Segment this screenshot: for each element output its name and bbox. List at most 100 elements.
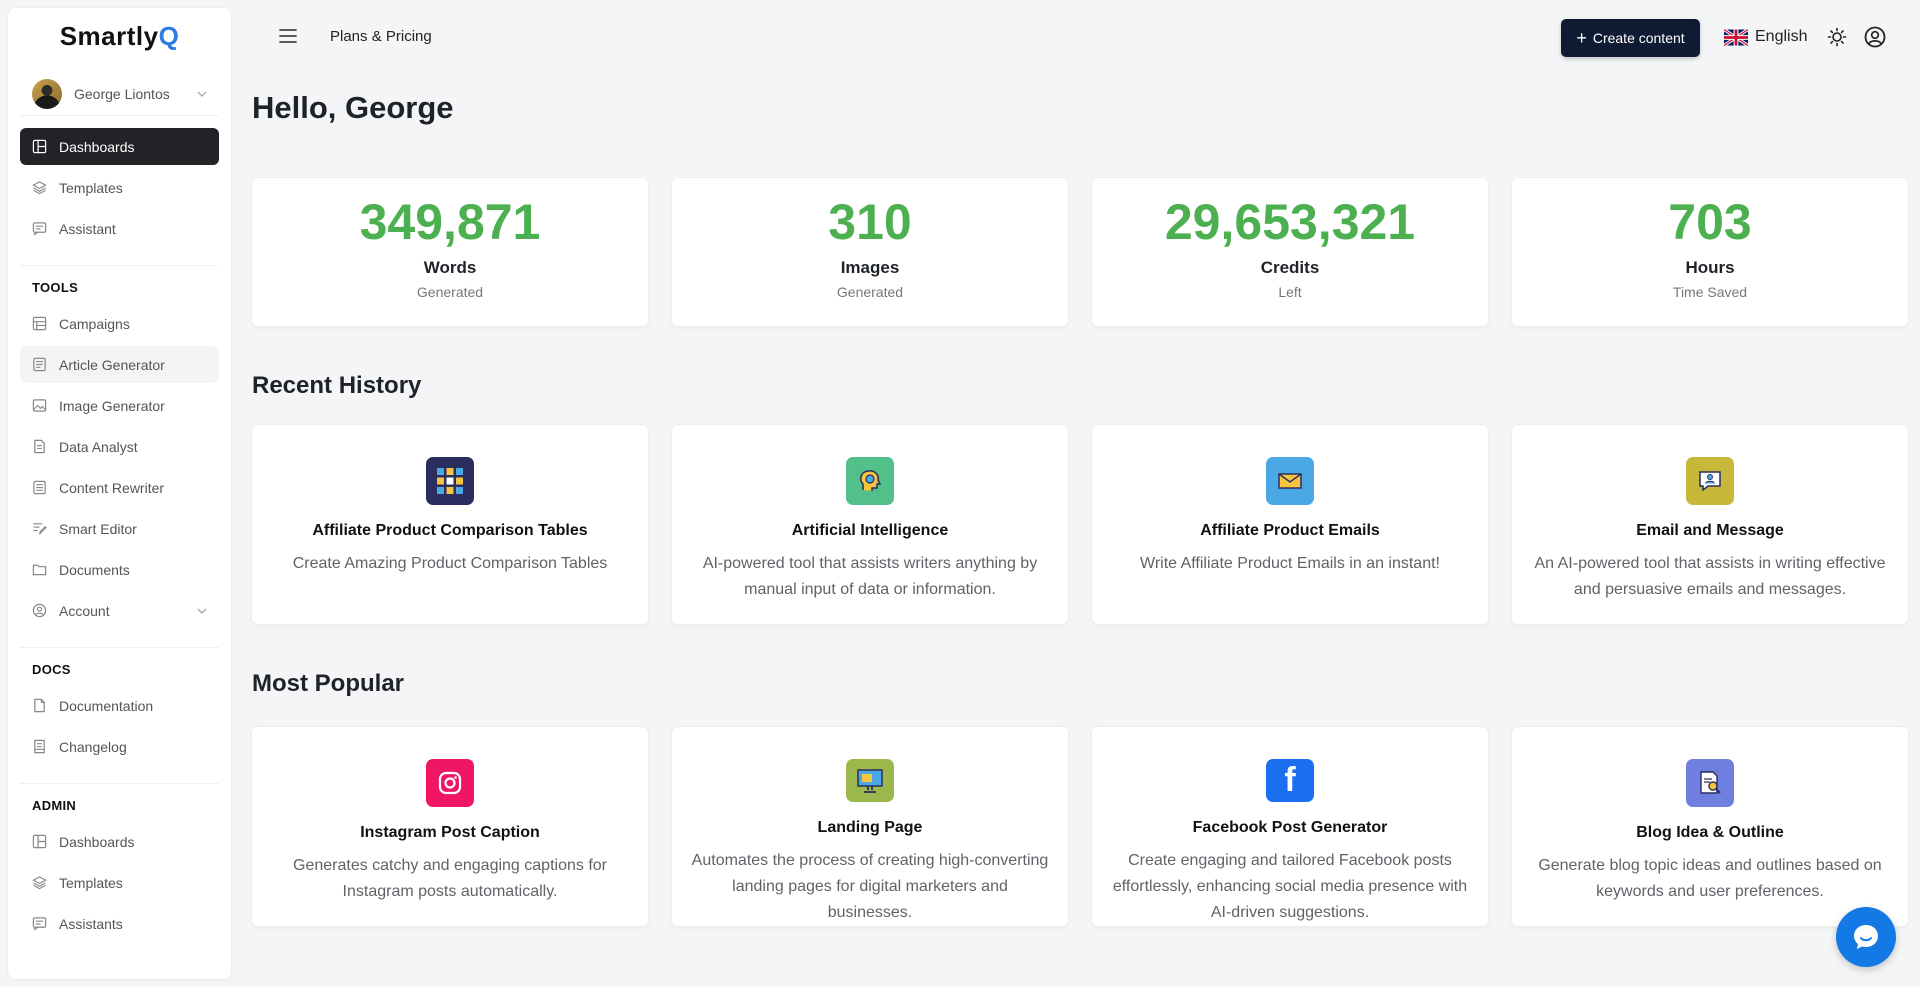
chevron-down-icon <box>197 91 207 97</box>
user-menu[interactable]: George Liontos <box>20 72 219 116</box>
layout-icon <box>32 834 47 849</box>
sidebar-item-label: Assistants <box>59 915 123 932</box>
sidebar-item-documentation[interactable]: Documentation <box>20 687 219 724</box>
page-title: Hello, George <box>252 90 454 125</box>
sidebar-item-templates[interactable]: Templates <box>20 169 219 206</box>
admin-heading: ADMIN <box>32 798 77 813</box>
stat-sub: Generated <box>416 284 484 300</box>
divider <box>20 265 219 266</box>
docs-heading: DOCS <box>32 662 71 677</box>
card-desc: Create engaging and tailored Facebook po… <box>1112 852 1468 921</box>
stat-label: Words <box>423 258 477 277</box>
chevron-down-icon <box>197 608 207 614</box>
template-card[interactable]: Landing Page Automates the process of cr… <box>672 727 1068 926</box>
chat-icon <box>32 917 47 931</box>
blog-search-icon <box>1686 759 1734 807</box>
sidebar-item-label: Campaigns <box>59 315 130 332</box>
sidebar-item-dashboards[interactable]: Dashboards <box>20 128 219 165</box>
divider <box>20 783 219 784</box>
create-content-button[interactable]: + Create content <box>1561 19 1700 57</box>
sidebar-item-label: Data Analyst <box>59 438 138 455</box>
template-card[interactable]: f Facebook Post Generator Create engagin… <box>1092 727 1488 926</box>
sidebar-item-label: Assistant <box>59 220 116 237</box>
uk-flag-icon <box>1724 28 1748 46</box>
card-desc: Generate blog topic ideas and outlines b… <box>1538 857 1882 900</box>
folder-icon <box>32 564 47 576</box>
chat-bubble-icon <box>1854 925 1878 949</box>
message-icon <box>1686 457 1734 505</box>
user-circle-icon[interactable] <box>1864 26 1886 48</box>
template-card[interactable]: Artificial Intelligence AI-powered tool … <box>672 425 1068 624</box>
template-card[interactable]: Instagram Post Caption Generates catchy … <box>252 727 648 926</box>
card-desc: Write Affiliate Product Emails in an ins… <box>1140 555 1440 572</box>
comparison-grid-icon <box>426 457 474 505</box>
user-name: George Liontos <box>74 85 170 102</box>
stat-card-words: 349,871 Words Generated <box>252 178 648 326</box>
sidebar-item-label: Dashboards <box>59 833 135 850</box>
envelope-icon <box>1266 457 1314 505</box>
template-card[interactable]: Email and Message An AI-powered tool tha… <box>1512 425 1908 624</box>
tools-nav: Campaigns Article Generator Image Genera… <box>8 305 231 629</box>
card-desc: Create Amazing Product Comparison Tables <box>292 555 608 572</box>
ai-brain-icon <box>846 457 894 505</box>
card-desc: Generates catchy and engaging captions f… <box>293 857 607 900</box>
sidebar-item-data-analyst[interactable]: Data Analyst <box>20 428 219 465</box>
template-card[interactable]: Affiliate Product Comparison Tables Crea… <box>252 425 648 624</box>
card-title: Affiliate Product Emails <box>1200 522 1380 539</box>
chat-button[interactable] <box>1836 907 1896 967</box>
stat-value: 310 <box>828 194 912 250</box>
sidebar-item-smart-editor[interactable]: Smart Editor <box>20 510 219 547</box>
user-circle-icon <box>32 603 47 618</box>
card-title: Email and Message <box>1636 522 1784 539</box>
sidebar-item-article-generator[interactable]: Article Generator <box>20 346 219 383</box>
sidebar-item-assistant[interactable]: Assistant <box>20 210 219 247</box>
layers-icon <box>32 876 47 890</box>
stat-label: Credits <box>1260 258 1320 277</box>
sidebar-item-admin-dashboards[interactable]: Dashboards <box>20 823 219 860</box>
sidebar-item-label: Dashboards <box>59 138 135 155</box>
layout-icon <box>32 139 47 154</box>
sidebar-item-admin-assistants[interactable]: Assistants <box>20 905 219 942</box>
menu-icon[interactable] <box>279 28 297 44</box>
sidebar-item-account[interactable]: Account <box>20 592 219 629</box>
changelog-icon <box>34 739 45 754</box>
sidebar-item-campaigns[interactable]: Campaigns <box>20 305 219 342</box>
sun-icon[interactable] <box>1827 27 1847 47</box>
sidebar-item-image-generator[interactable]: Image Generator <box>20 387 219 424</box>
sidebar-item-changelog[interactable]: Changelog <box>20 728 219 765</box>
template-card[interactable]: Affiliate Product Emails Write Affiliate… <box>1092 425 1488 624</box>
stat-value: 703 <box>1668 194 1752 250</box>
stat-value: 29,653,321 <box>1164 194 1416 250</box>
divider <box>20 647 219 648</box>
avatar <box>32 78 62 109</box>
stat-sub: Generated <box>836 284 904 300</box>
sidebar-item-label: Content Rewriter <box>59 479 165 496</box>
file-icon <box>34 439 45 454</box>
card-desc: Automates the process of creating high-c… <box>691 852 1049 921</box>
sidebar-item-admin-templates[interactable]: Templates <box>20 864 219 901</box>
tools-heading: TOOLS <box>32 280 79 295</box>
facebook-icon: f <box>1266 759 1314 802</box>
image-icon <box>32 399 47 412</box>
sidebar-item-label: Documents <box>59 561 130 578</box>
stats-row: 349,871 Words Generated 310 Images Gener… <box>252 178 1908 326</box>
language-label: English <box>1755 28 1808 45</box>
edit-lines-icon <box>33 523 47 535</box>
card-desc: AI-powered tool that assists writers any… <box>702 555 1038 598</box>
admin-nav: Dashboards Templates Assistants <box>8 823 231 942</box>
sidebar-item-content-rewriter[interactable]: Content Rewriter <box>20 469 219 506</box>
language-selector[interactable]: English <box>1724 28 1807 46</box>
main-nav: Dashboards Templates Assistant <box>8 116 231 247</box>
app-logo[interactable]: Smartly Q <box>8 8 231 64</box>
sidebar-item-label: Image Generator <box>59 397 165 414</box>
sidebar-item-label: Templates <box>59 179 123 196</box>
document-icon <box>33 480 46 495</box>
breadcrumb[interactable]: Plans & Pricing <box>330 28 432 45</box>
template-card[interactable]: Blog Idea & Outline Generate blog topic … <box>1512 727 1908 926</box>
sidebar-item-documents[interactable]: Documents <box>20 551 219 588</box>
stat-label: Hours <box>1685 258 1735 277</box>
card-title: Instagram Post Caption <box>360 824 540 841</box>
recent-history-cards: Affiliate Product Comparison Tables Crea… <box>252 425 1908 624</box>
sidebar-item-label: Smart Editor <box>59 520 137 537</box>
chat-icon <box>32 222 47 236</box>
